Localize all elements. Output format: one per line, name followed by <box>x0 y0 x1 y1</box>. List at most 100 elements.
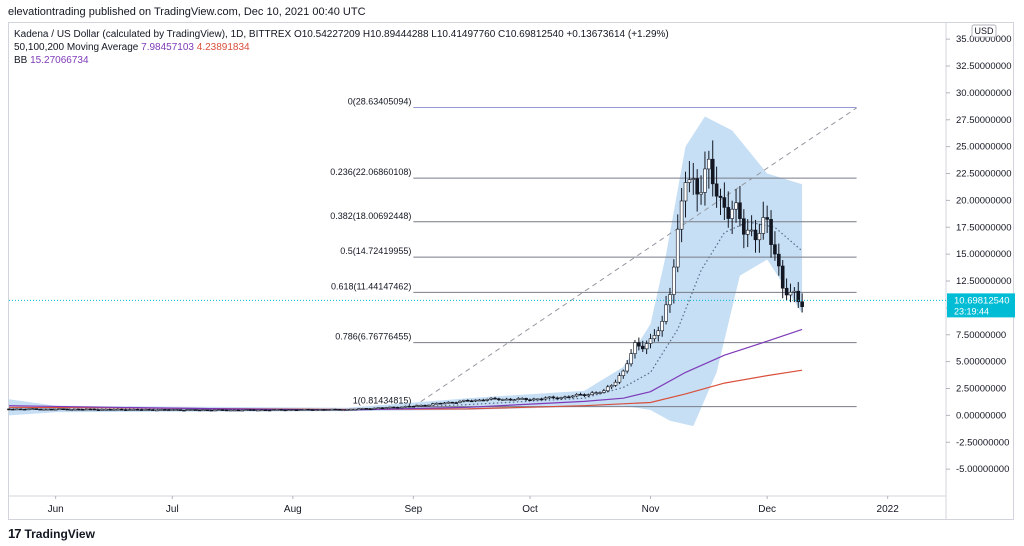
candle-body <box>800 301 804 307</box>
candle-body <box>11 408 15 411</box>
candle-body <box>695 178 699 195</box>
candle-body <box>298 409 303 411</box>
candle-body <box>345 409 350 411</box>
candle-body <box>318 409 322 411</box>
candle-body <box>481 399 486 402</box>
candle-body <box>123 409 128 411</box>
candle-body <box>497 398 501 401</box>
candle-body <box>217 409 221 411</box>
candle-body <box>384 407 388 409</box>
candles <box>7 140 804 412</box>
candle-body <box>462 399 466 402</box>
candle-body <box>780 265 785 289</box>
y-tick-label: -2.50000000 <box>956 437 1009 448</box>
candle-body <box>154 409 159 412</box>
candle-body <box>458 400 462 403</box>
candle-body <box>294 409 299 412</box>
candle-body <box>500 399 505 401</box>
legend-ma-row[interactable]: 50,100,200 Moving Average 7.98457103 4.2… <box>14 41 669 54</box>
candle-body <box>403 405 408 408</box>
candle-body <box>411 405 416 408</box>
candle-body <box>679 200 684 230</box>
candle-body <box>687 179 692 183</box>
x-tick-label: Sep <box>404 504 422 515</box>
candle-body <box>761 217 766 234</box>
chart-frame[interactable] <box>8 22 1014 520</box>
candle-body <box>415 405 420 407</box>
legend-symbol-row[interactable]: Kadena / US Dollar (calculated by Tradin… <box>14 28 669 41</box>
candle-body <box>656 330 661 336</box>
candle-body <box>454 402 458 404</box>
candle-body <box>329 408 334 411</box>
candle-body <box>543 397 548 400</box>
candle-body <box>710 158 715 185</box>
price-badge <box>947 293 1015 318</box>
candle-body <box>240 409 245 412</box>
candle-body <box>594 392 598 394</box>
candle-body <box>757 233 762 241</box>
candle-body <box>49 408 54 411</box>
candle-body <box>119 408 124 411</box>
candle-body <box>34 408 39 410</box>
candle-body <box>357 408 361 410</box>
candle-body <box>104 409 108 411</box>
candle-body <box>602 390 606 393</box>
candle-body <box>745 229 750 235</box>
candle-body <box>158 409 163 411</box>
y-tick-label: 35.00000000 <box>956 34 1011 45</box>
candle-body <box>672 266 676 295</box>
chart-legend: Kadena / US Dollar (calculated by Tradin… <box>14 28 669 67</box>
candle-body <box>738 202 742 219</box>
candle-body <box>380 407 385 409</box>
candle-body <box>213 409 217 412</box>
candle-body <box>586 394 591 396</box>
candle-body <box>57 408 62 411</box>
y-tick-label: 20.00000000 <box>956 195 1011 206</box>
candle-body <box>419 404 423 407</box>
candle-body <box>263 409 268 412</box>
candle-body <box>326 409 330 411</box>
fibonacci-retracement[interactable]: 0(28.63405094) 0.236(22.06860108) 0.382(18… <box>330 97 857 408</box>
candle-body <box>26 408 31 411</box>
candle-body <box>236 409 241 412</box>
y-tick-label: 25.00000000 <box>956 142 1011 153</box>
candle-body <box>256 409 260 412</box>
fib-level-label: 0.382(18.00692448) <box>330 211 411 221</box>
candle-body <box>77 408 81 411</box>
candle-body <box>485 399 490 401</box>
candle-body <box>644 343 649 350</box>
y-tick-label: 15.00000000 <box>956 249 1011 260</box>
symbol-title: Kadena / US Dollar (calculated by Tradin… <box>14 29 292 40</box>
candle-body <box>664 304 668 322</box>
candle-body <box>430 403 435 406</box>
candle-body <box>174 409 178 411</box>
candle-body <box>633 342 637 354</box>
candle-body <box>617 375 622 383</box>
ma-value-1: 7.98457103 <box>141 42 194 53</box>
candle-body <box>143 409 147 411</box>
candle-body <box>267 409 272 412</box>
candle-body <box>520 398 525 400</box>
candle-body <box>14 408 19 411</box>
tradingview-footer[interactable]: 17 TradingView <box>8 526 95 541</box>
candle-body <box>578 393 583 396</box>
candle-body <box>714 183 719 197</box>
legend-bb-row[interactable]: BB 15.27066734 <box>14 54 669 67</box>
candle-body <box>361 408 365 410</box>
candle-body <box>399 406 404 409</box>
bollinger-bands-layer <box>8 116 803 427</box>
candle-body <box>186 409 190 411</box>
candle-body <box>7 408 11 411</box>
candle-body <box>201 409 206 412</box>
fib-level-label: 0(28.63405094) <box>348 97 412 107</box>
candle-body <box>349 408 353 411</box>
y-tick-label: 22.50000000 <box>956 169 1011 180</box>
candle-body <box>784 287 789 296</box>
fib-level-label: 0.5(14.72419955) <box>340 246 411 256</box>
candle-body <box>609 385 614 388</box>
candle-body <box>228 409 233 412</box>
candle-body <box>707 158 711 170</box>
candle-body <box>753 229 758 241</box>
candle-body <box>555 397 560 400</box>
